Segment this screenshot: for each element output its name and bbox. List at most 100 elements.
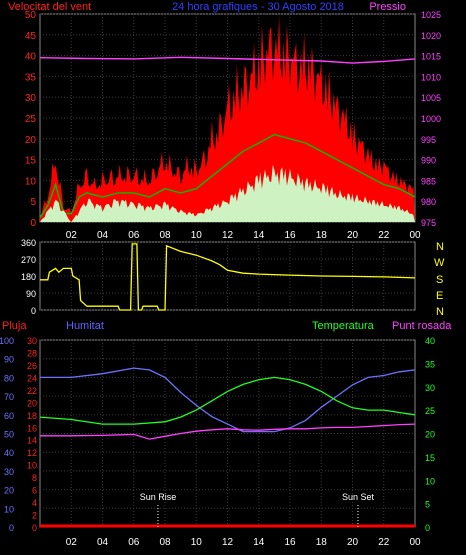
series-punt-rosada-line [40,423,416,440]
y-left-tick-label: 0 [30,218,36,229]
series-humitat-line [40,367,416,433]
y-left-tick-label: 50 [25,10,37,21]
x-tick-label: 22 [378,537,390,548]
temperature-tick-label: 40 [425,336,435,346]
temperature-tick-label: 25 [425,406,435,416]
x-tick-label: 02 [66,230,78,241]
rain-tick-label: 24 [27,373,37,383]
y-right-tick-label: 985 [421,176,436,186]
temperature-tick-label: 0 [425,523,430,533]
humidity-tick-label: 90 [4,355,14,365]
humidity-tick-label: 30 [4,467,14,477]
humidity-tick-label: 60 [4,411,14,421]
x-tick-label: 18 [316,230,328,241]
y-left-tick-label: 10 [25,176,37,187]
temperature-tick-label: 20 [425,430,435,440]
x-tick-label: 16 [284,537,296,548]
y-left-tick-label: 20 [25,135,37,146]
rain-tick-label: 12 [27,448,37,458]
humidity-label: Humitat [66,320,104,332]
temperature-tick-label: 30 [425,383,435,393]
x-tick-label: 20 [347,230,359,241]
temperature-label: Temperatura [312,320,375,332]
direction-tick-label: 360 [21,238,36,248]
wind-speed-title: Velocitat del vent [8,1,91,13]
y-right-tick-label: 1010 [421,72,441,82]
y-right-tick-label: 990 [421,156,436,166]
series-temperatura-line [39,376,416,425]
humidity-tick-label: 0 [9,523,14,533]
humidity-tick-label: 20 [4,486,14,496]
y-right-tick-label: 1015 [421,52,441,62]
y-right-tick-label: 1000 [421,114,441,124]
y-right-tick-label: 975 [421,218,436,228]
y-right-tick-label: 980 [421,197,436,207]
rain-tick-label: 8 [32,473,37,483]
y-right-tick-label: 1025 [421,10,441,20]
dewpoint-label: Punt rosada [392,320,452,332]
humidity-tick-label: 100 [0,336,14,346]
rain-tick-label: 26 [27,361,37,371]
x-tick-label: 22 [378,230,390,241]
series-minim-area [40,164,415,222]
chart-title: 24 hora grafiques - 30 Agosto 2018 [172,1,344,13]
y-left-tick-label: 35 [25,72,37,83]
sun-rise-marker-label: Sun Rise [140,492,177,502]
humidity-tick-label: 70 [4,392,14,402]
x-tick-label: 00 [409,537,421,548]
x-tick-label: 00 [409,230,421,241]
compass-labels: N W S E N [434,241,445,318]
compass-n-top: N [436,241,444,253]
rain-label: Pluja [2,320,27,332]
y-right-tick-label: 1005 [421,93,441,103]
rain-tick-label: 0 [32,523,37,533]
x-tick-label: 04 [97,230,109,241]
x-tick-label: 14 [253,537,265,548]
direction-tick-label: 0 [31,306,36,316]
x-tick-label: 20 [347,537,359,548]
temperature-tick-label: 5 [425,500,430,510]
rain-tick-label: 4 [32,498,37,508]
compass-n-bottom: N [436,306,444,318]
rain-tick-label: 6 [32,486,37,496]
x-tick-label: 12 [222,230,234,241]
rain-tick-label: 2 [32,511,37,521]
temperature-tick-label: 15 [425,453,435,463]
x-tick-label: 18 [316,537,328,548]
x-tick-label: 16 [284,230,296,241]
humidity-tick-label: 10 [4,504,14,514]
series-pressio-line [39,56,416,64]
y-left-tick-label: 5 [30,197,36,208]
series-velocitat-del-vent-area [40,15,415,222]
y-right-tick-label: 995 [421,135,436,145]
x-tick-label: 10 [191,230,203,241]
y-right-tick-label: 1020 [421,31,441,41]
x-tick-label: 10 [191,537,203,548]
rain-tick-label: 28 [27,348,37,358]
direction-tick-label: 180 [21,272,36,282]
rain-tick-label: 20 [27,398,37,408]
rain-tick-label: 16 [27,423,37,433]
compass-w: W [434,257,445,269]
x-tick-label: 08 [159,537,171,548]
series-mitjana-line [39,133,416,219]
x-tick-label: 12 [222,537,234,548]
temperature-tick-label: 35 [425,359,435,369]
x-tick-label: 06 [128,230,140,241]
y-left-tick-label: 25 [25,114,37,125]
direction-tick-label: 270 [21,255,36,265]
compass-e: E [436,290,443,302]
x-tick-label: 06 [128,537,140,548]
sun-set-marker-label: Sun Set [342,492,375,502]
x-tick-label: 08 [159,230,171,241]
rain-tick-label: 18 [27,411,37,421]
humidity-tick-label: 40 [4,448,14,458]
series-direction-line [40,243,416,311]
rain-tick-label: 10 [27,461,37,471]
y-left-tick-label: 15 [25,156,37,167]
x-tick-label: 02 [66,537,78,548]
humidity-tick-label: 80 [4,373,14,383]
y-left-tick-label: 30 [25,93,37,104]
x-tick-label: 14 [253,230,265,241]
